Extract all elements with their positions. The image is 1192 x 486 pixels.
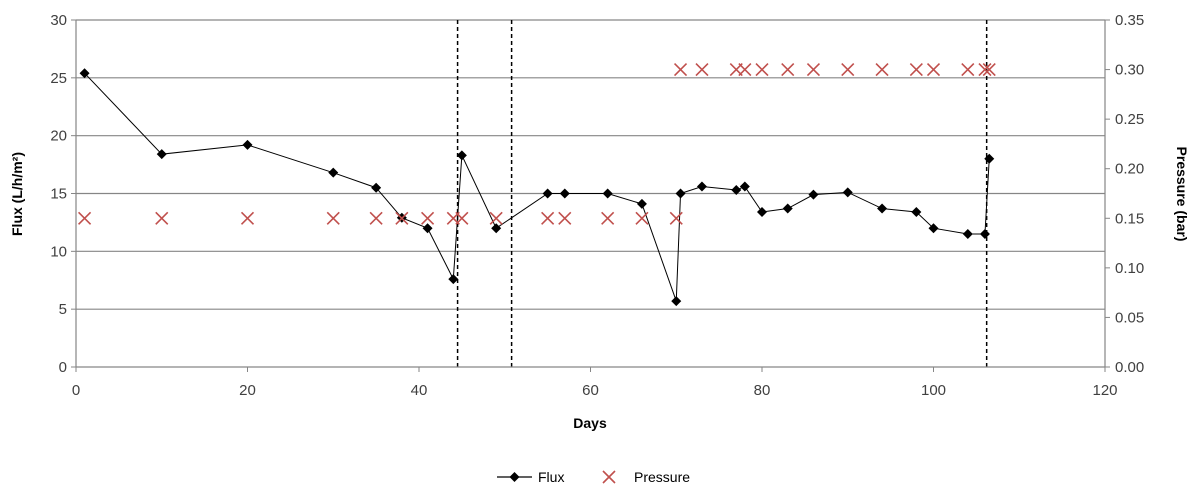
point-pressure	[240, 211, 255, 225]
point-flux	[782, 203, 793, 214]
series-layer	[78, 63, 996, 307]
point-flux	[808, 189, 819, 200]
point-flux	[542, 188, 553, 199]
legend-item-flux: Flux	[497, 469, 564, 485]
point-pressure	[926, 63, 941, 77]
x-axis-title: Days	[573, 415, 607, 431]
y2-tick-label: 0.20	[1115, 161, 1144, 178]
x-tick-label: 60	[582, 382, 599, 399]
point-flux	[602, 188, 613, 199]
x-tick-label: 20	[239, 382, 256, 399]
y-tick-label: 5	[59, 301, 67, 318]
point-flux	[757, 207, 767, 218]
point-pressure	[978, 63, 992, 77]
axes: 0 5 10 15 20 25 30 0.00 0.05 0.10 0.15 0.20 0.25 0.30…	[50, 12, 1144, 399]
point-flux	[671, 296, 682, 307]
point-pressure	[755, 63, 769, 77]
y2-axis-title: Pressure (bar)	[1174, 147, 1190, 242]
y2-tick-label: 0.05	[1115, 309, 1144, 326]
point-flux	[739, 181, 750, 192]
y2-tick-label: 0.00	[1115, 359, 1144, 376]
point-pressure	[806, 63, 821, 77]
point-flux	[731, 185, 742, 196]
x-tick-label: 100	[921, 382, 946, 399]
legend: Flux Pressure	[497, 469, 690, 485]
x-tick-label: 0	[72, 382, 80, 399]
point-pressure	[395, 211, 409, 225]
point-flux	[911, 207, 922, 218]
y-tick-label: 15	[50, 186, 67, 203]
point-pressure	[961, 63, 975, 77]
point-pressure	[841, 63, 855, 77]
point-flux	[979, 228, 990, 239]
point-flux	[842, 187, 853, 198]
point-pressure	[489, 211, 503, 225]
y-tick-label: 30	[50, 12, 67, 29]
y-tick-label: 20	[50, 128, 67, 145]
point-pressure	[673, 63, 688, 77]
point-pressure	[781, 63, 795, 77]
vertical-dashed-lines	[456, 20, 988, 367]
legend-item-pressure: Pressure	[602, 469, 690, 485]
y2-tick-label: 0.25	[1115, 111, 1144, 128]
y-tick-label: 0	[59, 359, 67, 376]
legend-label-pressure: Pressure	[634, 469, 690, 485]
gridlines	[76, 19, 1105, 310]
y2-tick-label: 0.10	[1115, 260, 1144, 277]
y-tick-label: 10	[50, 243, 67, 260]
point-pressure	[669, 211, 683, 225]
point-flux	[962, 228, 973, 239]
point-pressure	[738, 63, 752, 77]
y2-tick-label: 0.30	[1115, 62, 1144, 79]
point-flux	[242, 139, 253, 150]
point-pressure	[421, 211, 435, 225]
point-flux	[79, 68, 90, 79]
point-flux	[456, 150, 467, 161]
point-pressure	[326, 211, 340, 225]
point-flux	[491, 223, 502, 234]
point-pressure	[541, 211, 555, 225]
series-line-flux	[84, 72, 990, 302]
point-flux	[877, 203, 888, 214]
point-flux	[156, 149, 167, 160]
point-flux	[984, 153, 995, 164]
point-flux	[328, 167, 339, 178]
x-tick-label: 80	[754, 382, 771, 399]
point-pressure	[155, 211, 169, 225]
point-flux	[675, 188, 686, 199]
point-flux	[559, 188, 570, 199]
legend-label-flux: Flux	[538, 469, 564, 485]
x-tick-label: 120	[1092, 382, 1117, 399]
y2-tick-label: 0.35	[1115, 12, 1144, 29]
point-flux	[422, 223, 433, 234]
y-axis-title: Flux (L/h/m²)	[9, 152, 25, 236]
point-pressure	[982, 63, 996, 77]
x-tick-label: 40	[411, 382, 428, 399]
point-pressure	[78, 211, 92, 225]
y-tick-label: 25	[50, 70, 67, 87]
point-pressure	[558, 211, 572, 225]
point-flux	[696, 181, 707, 192]
point-pressure	[601, 211, 615, 225]
point-pressure	[455, 211, 469, 225]
y2-tick-label: 0.15	[1115, 210, 1144, 227]
point-pressure	[909, 63, 923, 77]
point-pressure	[695, 63, 709, 77]
point-flux	[371, 182, 382, 193]
point-pressure	[635, 211, 649, 225]
point-flux	[928, 223, 939, 234]
point-pressure	[875, 63, 889, 77]
point-pressure	[369, 211, 383, 225]
point-flux	[448, 274, 459, 285]
point-flux	[636, 198, 647, 209]
